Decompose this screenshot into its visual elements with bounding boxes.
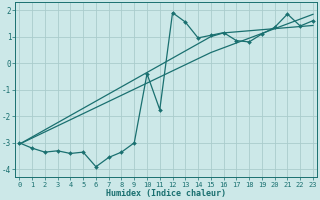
X-axis label: Humidex (Indice chaleur): Humidex (Indice chaleur) — [106, 189, 226, 198]
